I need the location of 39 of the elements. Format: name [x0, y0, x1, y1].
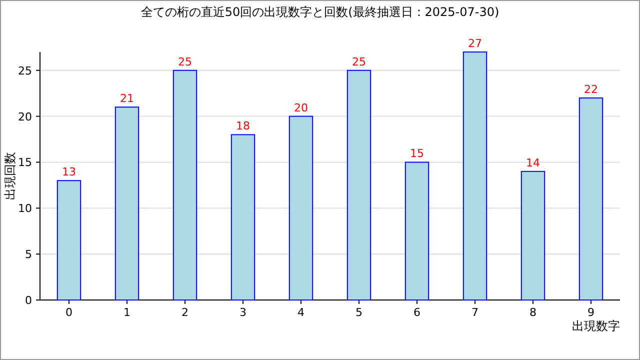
chart-title: 全ての桁の直近50回の出現数字と回数(最終抽選日：2025-07-30): [140, 5, 500, 19]
bar: [520, 170, 546, 300]
y-axis-title: 出現回数: [3, 152, 17, 200]
bar: [288, 116, 314, 300]
y-tick-label: 20: [18, 110, 32, 124]
bar: [172, 70, 198, 300]
data-label: 15: [410, 147, 424, 160]
x-tick-label: 7: [472, 306, 478, 319]
bar: [114, 106, 140, 300]
bar: [346, 70, 372, 300]
data-label: 25: [178, 55, 192, 68]
data-label: 14: [526, 156, 540, 170]
bar: [230, 134, 256, 300]
data-label: 18: [236, 120, 250, 133]
bar: [462, 52, 488, 300]
data-label: 25: [352, 55, 366, 68]
y-tick-label: 15: [18, 156, 32, 170]
y-tick-label: 0: [25, 294, 32, 307]
data-label: 21: [120, 92, 134, 106]
bar: [56, 180, 82, 300]
x-tick-label: 2: [182, 306, 188, 319]
x-tick-label: 9: [588, 306, 594, 319]
x-axis-title: 出現数字: [572, 319, 620, 333]
x-tick-label: 6: [414, 306, 420, 319]
y-tick-label: 25: [18, 64, 32, 78]
y-tick-label: 10: [18, 202, 32, 216]
x-tick-label: 0: [66, 306, 72, 319]
y-tick-label: 5: [25, 248, 32, 262]
data-label: 27: [468, 37, 482, 50]
x-tick-label: 3: [240, 306, 246, 319]
x-tick-label: 1: [124, 306, 130, 319]
data-label: 22: [584, 82, 598, 96]
data-label: 20: [294, 101, 308, 114]
bar: [404, 162, 430, 300]
x-tick-label: 4: [298, 306, 304, 319]
x-tick-label: 8: [530, 306, 536, 319]
data-label: 13: [62, 166, 76, 179]
x-tick-label: 5: [356, 306, 362, 319]
bar: [578, 97, 604, 300]
